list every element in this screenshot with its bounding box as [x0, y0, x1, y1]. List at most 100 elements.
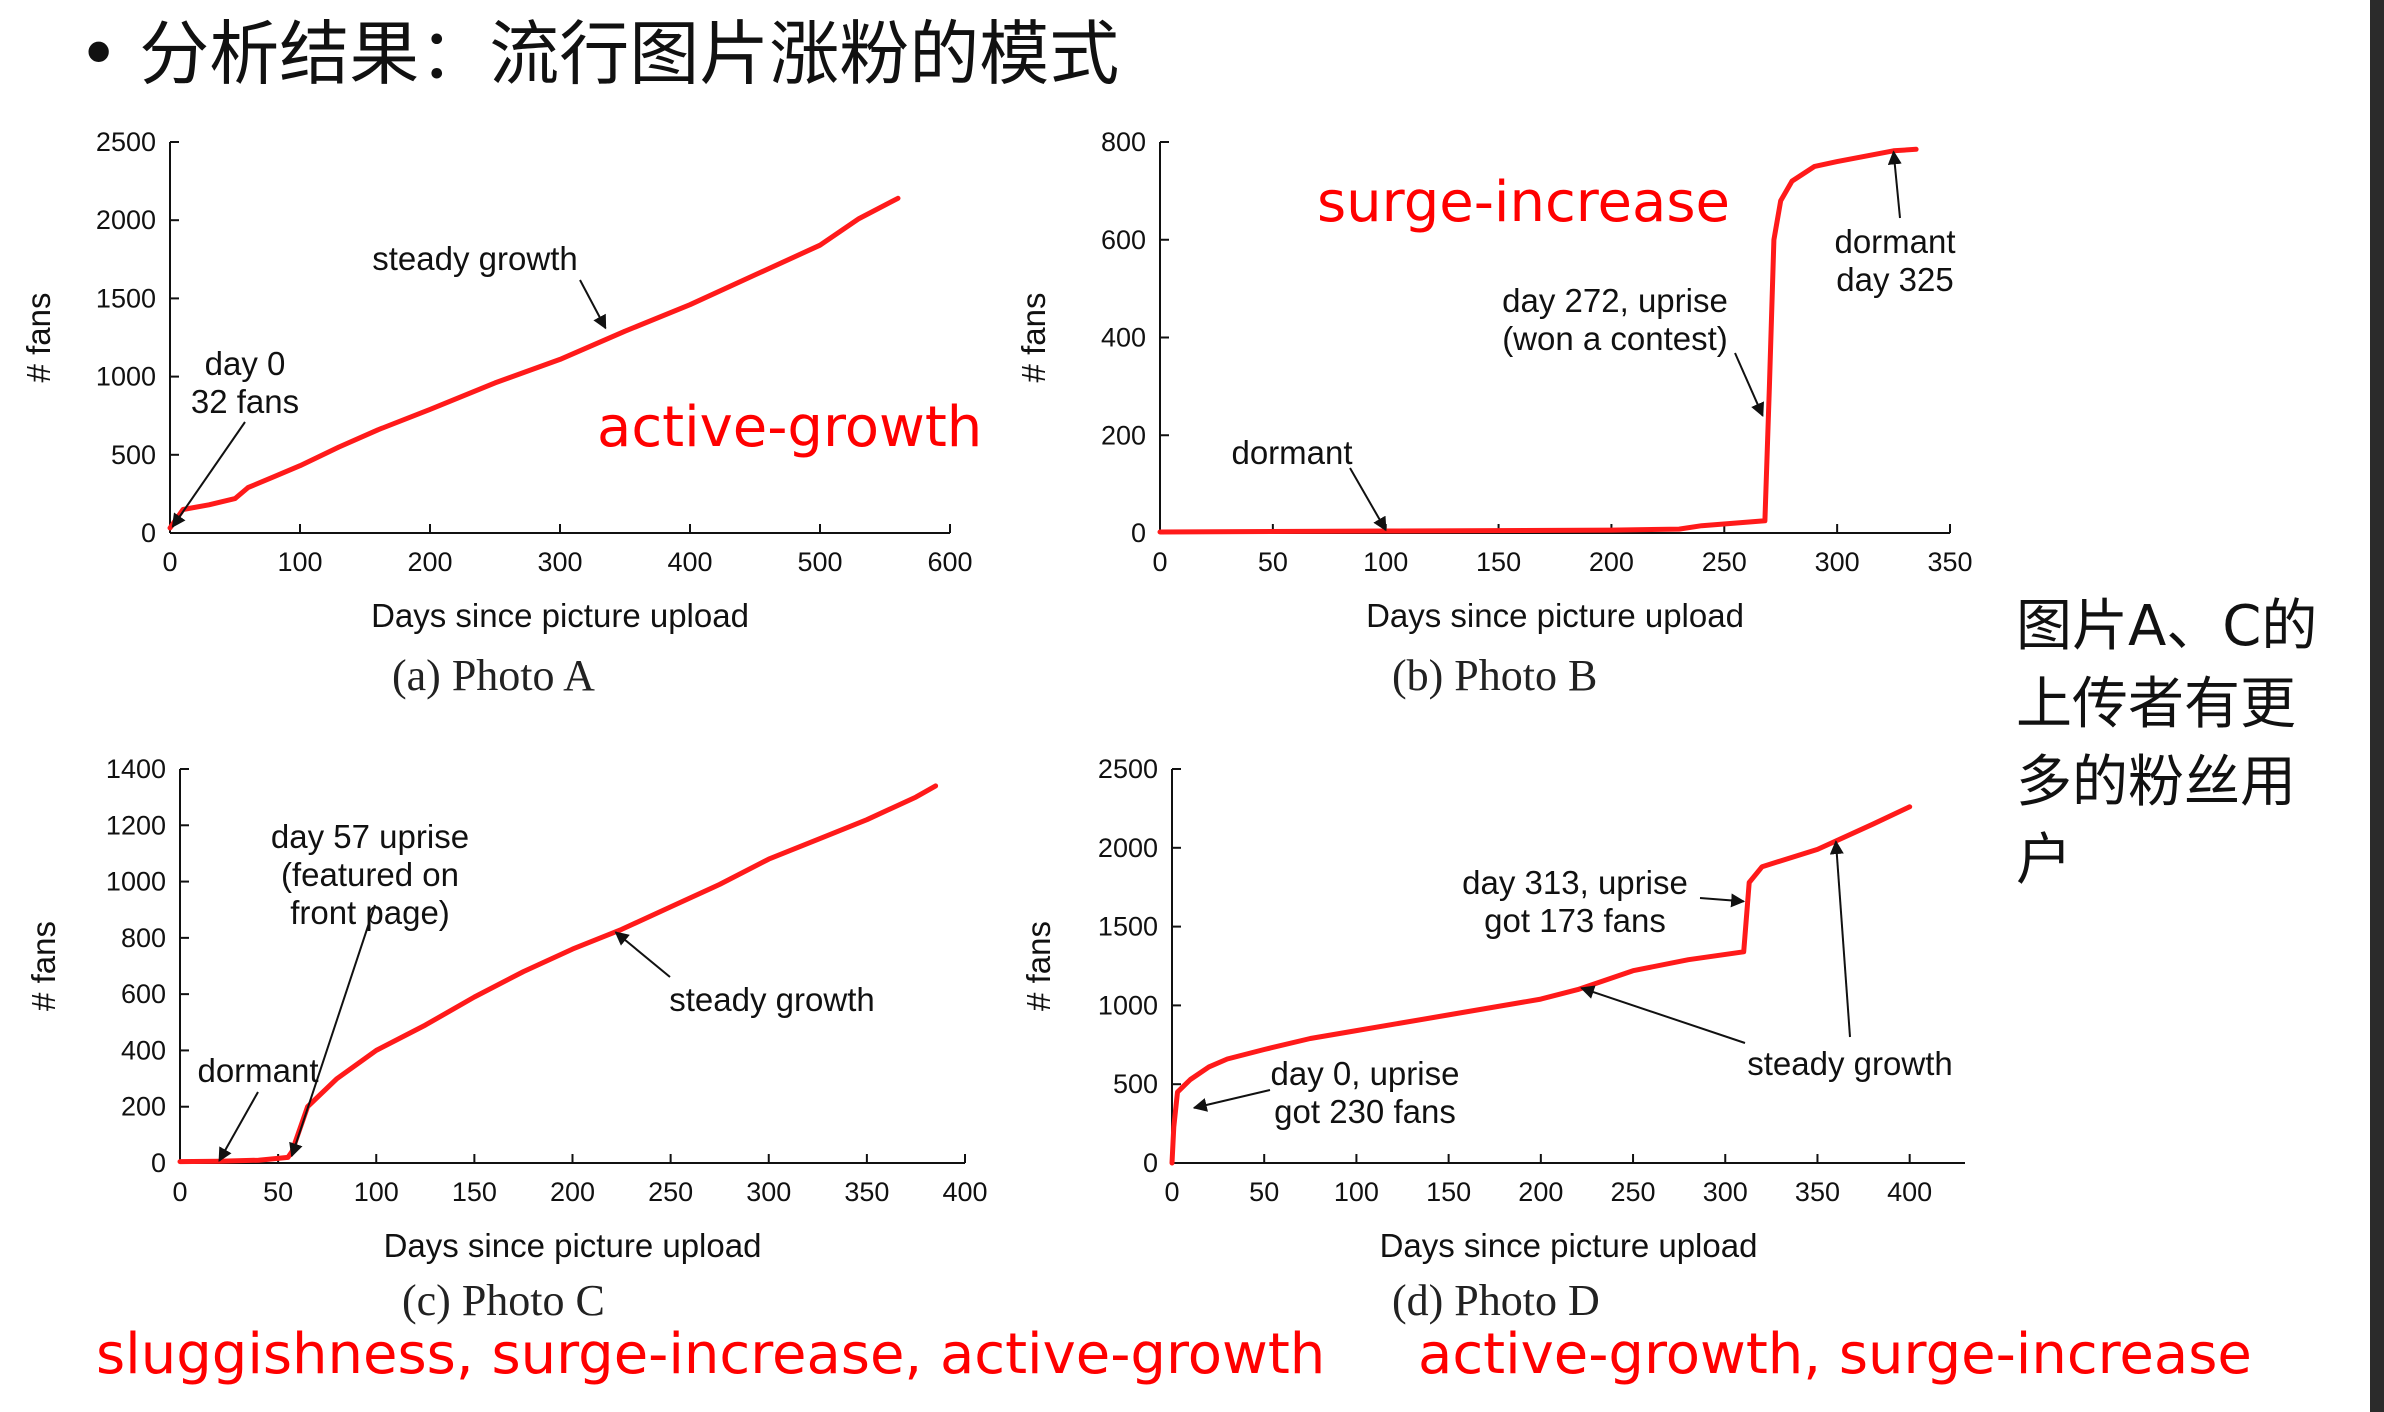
chart-photo-b: 0 200 400 600 800 0 50 100 150 200 250 300 350 Days s… — [1015, 127, 1973, 634]
y-tick-label: 0 — [1131, 518, 1146, 548]
chart-photo-d: 0 500 1000 1500 2000 2500 0 50 100 150 200 250 300 35… — [1020, 754, 1965, 1264]
pattern-label-a: active-growth — [597, 395, 983, 460]
annotation-text: got 173 fans — [1484, 902, 1666, 939]
x-tick-label: 150 — [1426, 1177, 1471, 1207]
annotation-text: day 325 — [1836, 261, 1953, 298]
caption-photo-d: (d) Photo D — [1392, 1276, 1600, 1325]
x-tick-label: 200 — [1589, 547, 1634, 577]
y-axis-label: # fans — [1015, 293, 1052, 383]
y-tick-label: 500 — [111, 440, 156, 470]
y-tick-label: 1400 — [106, 754, 166, 784]
y-tick-label: 400 — [121, 1035, 166, 1065]
annotation-text: day 0 — [205, 345, 286, 382]
annotation-text: dormant — [1834, 223, 1955, 260]
x-tick-label: 50 — [1249, 1177, 1279, 1207]
annotation-arrow — [614, 931, 671, 978]
annotation-arrow — [289, 904, 376, 1158]
slide-title: • 分析结果：流行图片涨粉的模式 — [78, 6, 1119, 102]
annotation-text: front page) — [290, 894, 450, 931]
x-tick-label: 400 — [667, 547, 712, 577]
series-line — [167, 195, 901, 531]
annotation-arrow — [1580, 985, 1746, 1044]
y-tick-label: 1500 — [96, 283, 156, 313]
y-tick-label: 1200 — [106, 810, 166, 840]
annotation-text: day 0, uprise — [1271, 1055, 1460, 1092]
chart-photo-a: 0 500 1000 1500 2000 2500 0 100 200 300 400 500 600 D… — [20, 127, 973, 634]
annotation-text: 32 fans — [191, 383, 299, 420]
y-tick-label: 500 — [1113, 1069, 1158, 1099]
x-tick-label: 350 — [1927, 547, 1972, 577]
annotation-arrow — [1699, 893, 1746, 908]
y-tick-label: 2000 — [96, 205, 156, 235]
x-tick-label: 250 — [1611, 1177, 1656, 1207]
x-tick-label: 300 — [1703, 1177, 1748, 1207]
x-axis-label: Days since picture upload — [1366, 597, 1744, 634]
x-tick-label: 500 — [797, 547, 842, 577]
y-axis-label: # fans — [25, 921, 62, 1011]
annotation-text: steady growth — [1747, 1045, 1952, 1082]
caption-photo-c: (c) Photo C — [402, 1276, 605, 1325]
annotation-arrow — [579, 279, 607, 330]
x-tick-label: 300 — [1815, 547, 1860, 577]
x-tick-label: 50 — [1258, 547, 1288, 577]
x-tick-label: 400 — [942, 1177, 987, 1207]
x-axis-label: Days since picture upload — [384, 1227, 762, 1264]
x-tick-label: 150 — [1476, 547, 1521, 577]
x-tick-label: 0 — [1164, 1177, 1179, 1207]
caption-photo-a: (a) Photo A — [392, 651, 595, 700]
y-tick-label: 0 — [141, 518, 156, 548]
x-axis-label: Days since picture upload — [1380, 1227, 1758, 1264]
annotation-arrow — [1192, 1089, 1271, 1112]
annotation-arrow — [171, 421, 246, 528]
title-text: 分析结果：流行图片涨粉的模式 — [139, 13, 1120, 95]
y-tick-label: 200 — [1101, 420, 1146, 450]
annotation-arrow — [1349, 467, 1387, 532]
x-tick-label: 150 — [452, 1177, 497, 1207]
x-tick-label: 100 — [277, 547, 322, 577]
x-tick-label: 0 — [172, 1177, 187, 1207]
x-tick-label: 350 — [844, 1177, 889, 1207]
y-tick-label: 400 — [1101, 323, 1146, 353]
y-tick-label: 2500 — [96, 127, 156, 157]
y-tick-label: 1000 — [1098, 990, 1158, 1020]
annotation-arrow — [1887, 150, 1902, 219]
x-tick-label: 300 — [746, 1177, 791, 1207]
y-tick-label: 800 — [121, 923, 166, 953]
y-axis-label: # fans — [1020, 921, 1057, 1011]
x-tick-label: 250 — [648, 1177, 693, 1207]
x-tick-label: 50 — [263, 1177, 293, 1207]
x-tick-label: 600 — [927, 547, 972, 577]
x-axis-label: Days since picture upload — [371, 597, 749, 634]
y-tick-label: 1000 — [106, 867, 166, 897]
x-tick-label: 200 — [407, 547, 452, 577]
annotation-text: steady growth — [669, 981, 874, 1018]
annotation-arrow — [218, 1091, 259, 1162]
annotation-text: day 272, uprise — [1502, 282, 1728, 319]
pattern-label-c: sluggishness, surge-increase, active-gro… — [96, 1322, 1326, 1387]
x-tick-label: 400 — [1887, 1177, 1932, 1207]
x-tick-label: 350 — [1795, 1177, 1840, 1207]
y-tick-label: 1500 — [1098, 912, 1158, 942]
window-edge — [2370, 0, 2384, 1412]
annotation-text: dormant — [197, 1052, 318, 1089]
chart-photo-c: 0 200 400 600 800 1000 1200 1400 0 50 100 150 200 250… — [25, 754, 988, 1264]
annotation-text: dormant — [1231, 434, 1352, 471]
y-tick-label: 1000 — [96, 362, 156, 392]
x-tick-label: 0 — [1152, 547, 1167, 577]
y-tick-label: 0 — [151, 1148, 166, 1178]
x-tick-label: 200 — [1518, 1177, 1563, 1207]
y-tick-label: 2500 — [1098, 754, 1158, 784]
x-tick-label: 300 — [537, 547, 582, 577]
annotation-text: day 57 uprise — [271, 818, 469, 855]
annotation-arrow — [1734, 352, 1764, 417]
annotation-text: steady growth — [372, 240, 577, 277]
x-tick-label: 0 — [162, 547, 177, 577]
annotation-arrow — [1829, 840, 1851, 1038]
series-line — [177, 783, 939, 1165]
series-line — [1157, 146, 1919, 535]
y-axis-label: # fans — [20, 293, 57, 383]
side-note: 图片A、C的上传者有更多的粉丝用户 — [2016, 594, 2318, 893]
x-tick-label: 100 — [354, 1177, 399, 1207]
annotation-text: (won a contest) — [1502, 320, 1728, 357]
x-tick-label: 100 — [1334, 1177, 1379, 1207]
